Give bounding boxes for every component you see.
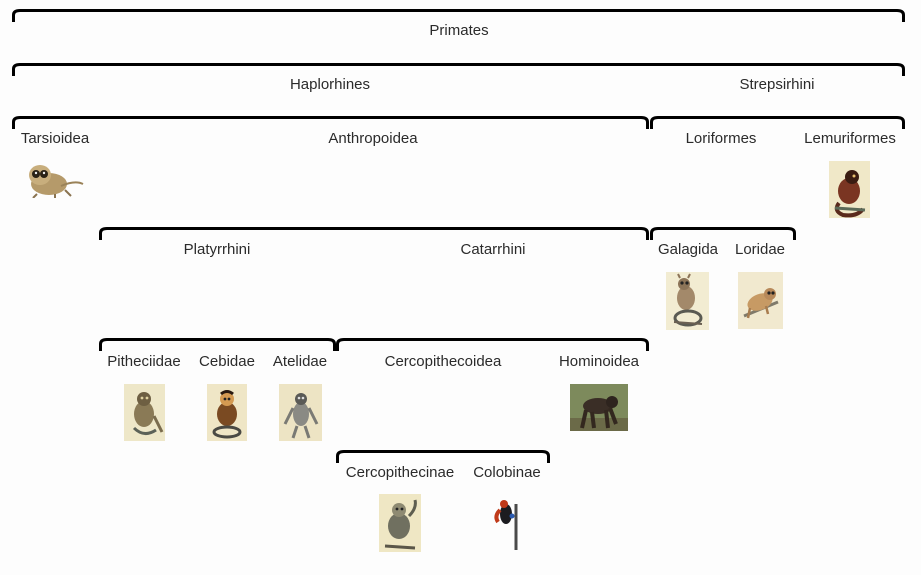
node-pitheciidae: Pitheciidae [107,353,181,370]
node-atelidae: Atelidae [272,353,328,370]
node-primates: Primates [429,22,489,39]
bracket-galagida-loridae [650,227,796,241]
node-cercopithecinae: Cercopithecinae [345,464,455,481]
colobus-illustration-icon [492,494,524,552]
node-hominoidea: Hominoidea [558,353,640,370]
node-cebidae: Cebidae [199,353,255,370]
bracket-tarsioidea-anthropoidea [12,116,649,130]
node-haplorhines: Haplorhines [289,76,371,93]
bracket-cercopithecoidea-subfamilies [336,450,550,464]
node-loridae: Loridae [734,241,786,258]
bracket-loriformes-lemuriformes [650,116,905,130]
tarsier-illustration-icon [25,160,85,198]
node-lemuriformes: Lemuriformes [804,130,896,147]
bracket-platyrrhini-catarrhini [99,227,649,241]
lemur-illustration-icon [829,161,870,218]
capuchin-illustration-icon [207,384,247,441]
node-anthropoidea: Anthropoidea [328,130,418,147]
bracket-catarrhini-superfamilies [336,338,649,352]
node-platyrrhini: Platyrrhini [183,241,251,258]
node-colobinae: Colobinae [473,464,541,481]
saki-illustration-icon [124,384,165,441]
macaque-illustration-icon [379,494,421,552]
bracket-haplorhines-strepsirhini [12,63,905,77]
node-cercopithecoidea: Cercopithecoidea [384,353,502,370]
bracket-primates [12,9,905,23]
node-loriformes: Loriformes [685,130,757,147]
ape-photo-icon [570,384,628,431]
node-strepsirhini: Strepsirhini [739,76,815,93]
galago-illustration-icon [666,272,709,330]
spider-monkey-illustration-icon [279,384,322,441]
bracket-platyrrhini-families [99,338,336,352]
loris-illustration-icon [738,272,783,329]
node-galagida: Galagida [657,241,719,258]
node-tarsioidea: Tarsioidea [20,130,90,147]
node-catarrhini: Catarrhini [460,241,526,258]
